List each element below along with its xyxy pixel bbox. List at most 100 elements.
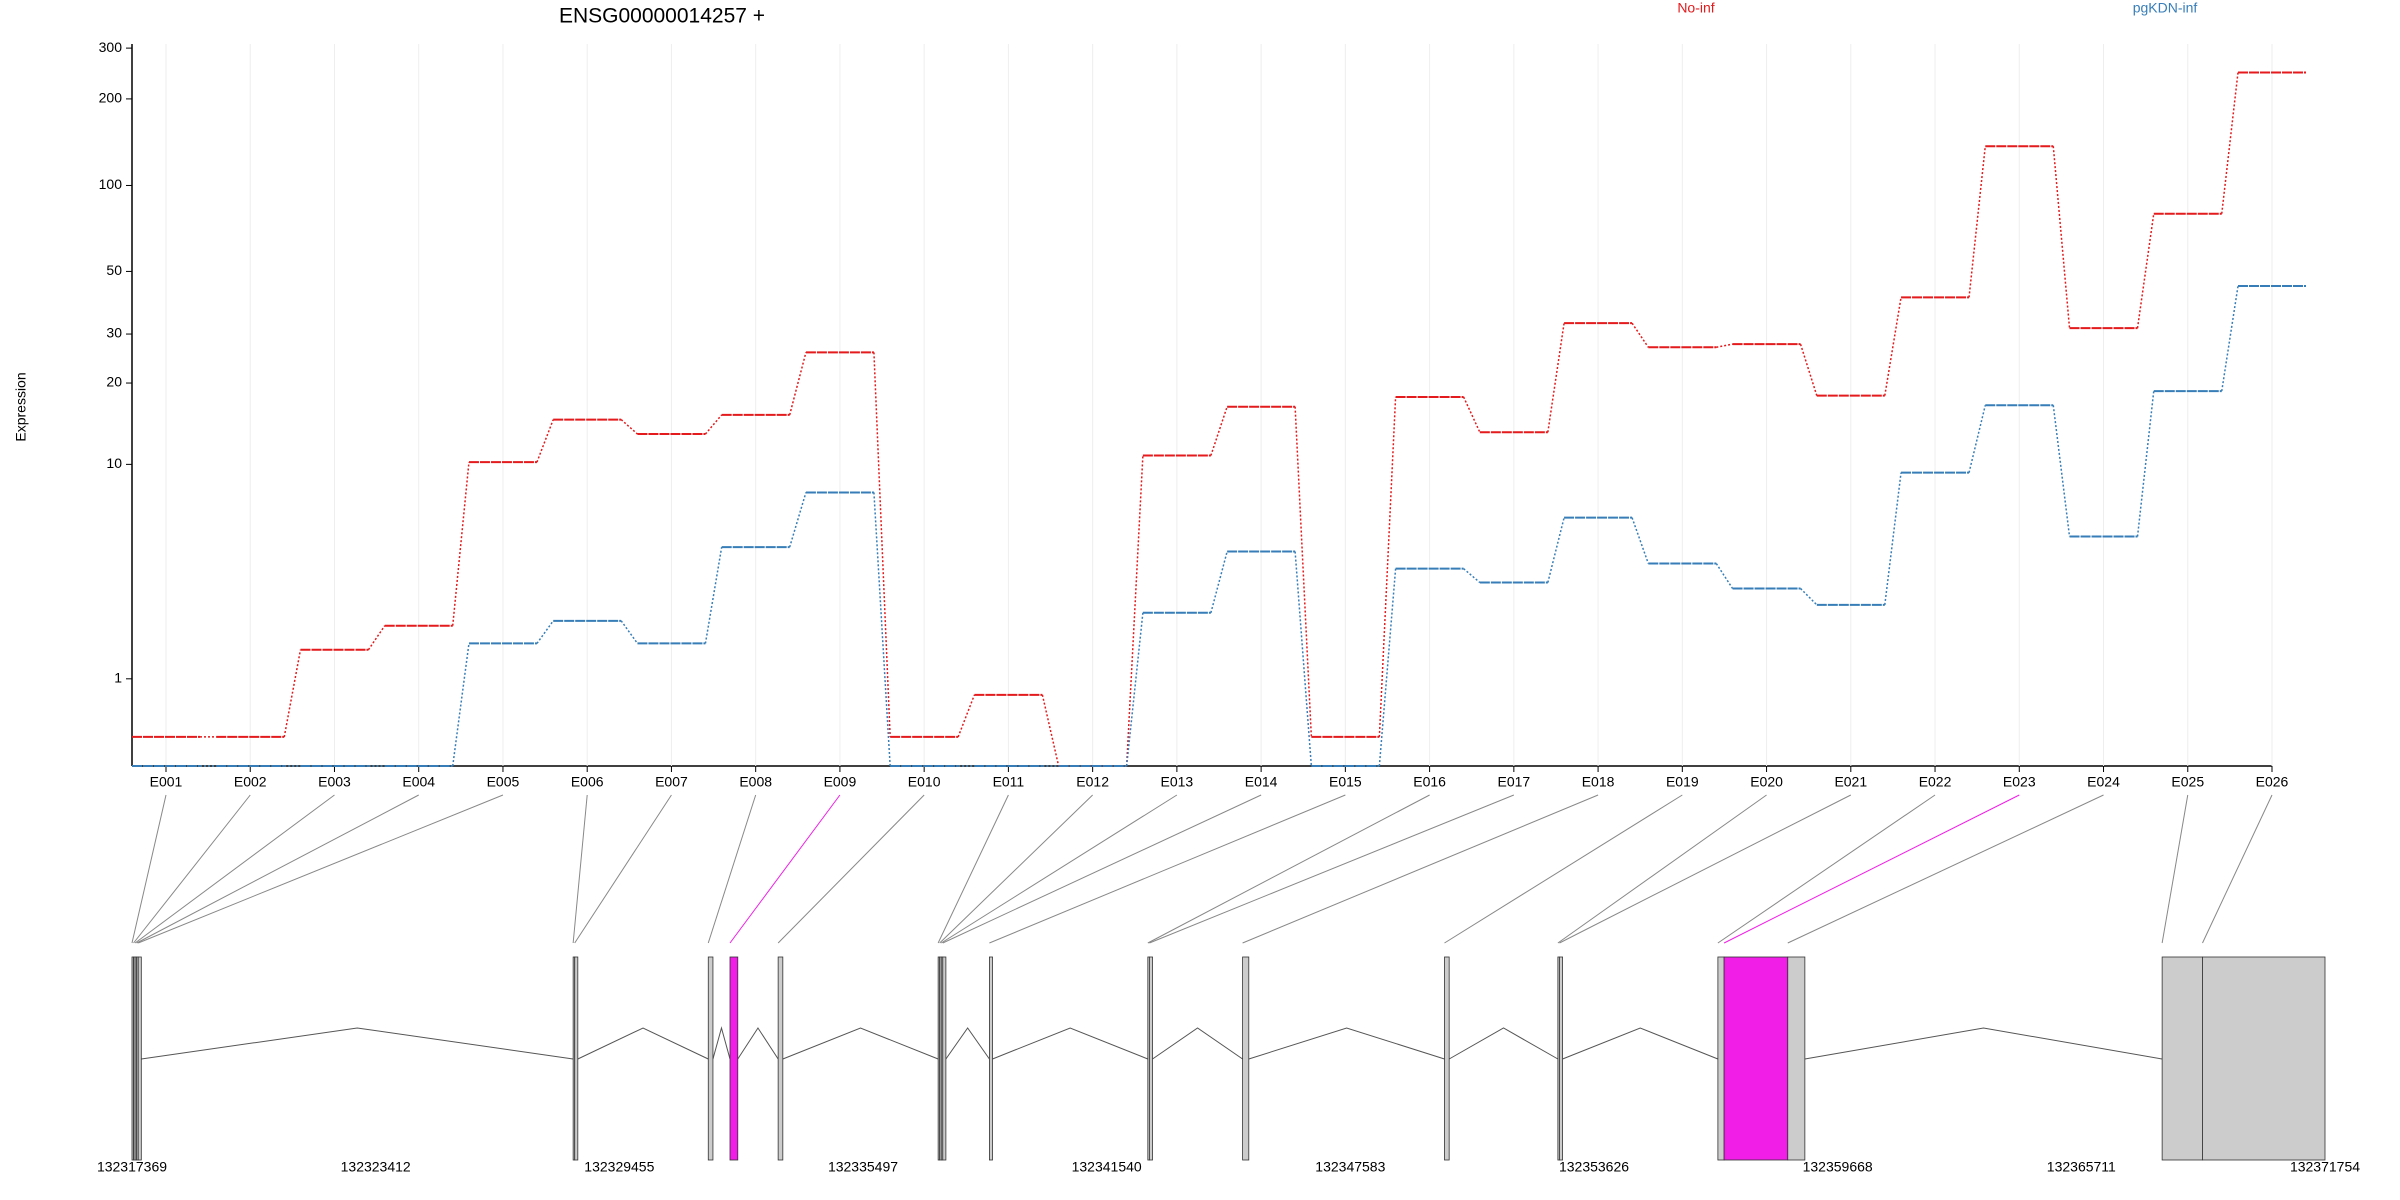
- exon: [2202, 956, 2326, 1161]
- connector: [1210, 551, 1228, 613]
- connector: [2221, 72, 2239, 214]
- exon-link: [131, 794, 167, 944]
- exon: [137, 956, 142, 1161]
- y-tick-label: 100: [99, 176, 123, 192]
- y-tick-label: 20: [106, 374, 122, 390]
- y-tick-label: 50: [106, 262, 122, 278]
- genomic-tick-label: 132371754: [2290, 1159, 2360, 1175]
- connector: [1547, 323, 1565, 433]
- connector: [1716, 343, 1733, 349]
- exon-link: [1723, 794, 2020, 944]
- connector: [1294, 406, 1313, 737]
- connector: [957, 694, 976, 738]
- exon-link: [942, 794, 1262, 944]
- legend-label: pgKDN-inf: [2133, 0, 2198, 16]
- exon: [942, 956, 947, 1161]
- connector: [2052, 146, 2071, 329]
- y-tick-label: 30: [106, 325, 122, 341]
- x-tick-label: E020: [1750, 774, 1783, 790]
- exon: [777, 956, 784, 1161]
- x-tick-label: E011: [993, 774, 1025, 790]
- genomic-tick-label: 132323412: [341, 1159, 411, 1175]
- x-tick-label: E004: [402, 774, 435, 790]
- x-tick-label: E005: [487, 774, 520, 790]
- genomic-tick-label: 132353626: [1559, 1159, 1629, 1175]
- exon: [1787, 956, 1806, 1161]
- exon-link: [134, 794, 335, 944]
- y-axis-label: Expression: [13, 372, 29, 441]
- x-tick-label: E023: [2003, 774, 2036, 790]
- exon-link: [1242, 794, 1599, 944]
- exon-link: [939, 794, 1093, 944]
- x-tick-label: E013: [1161, 774, 1194, 790]
- exon: [2161, 956, 2203, 1161]
- exon-link: [574, 794, 672, 944]
- intron: [712, 1026, 731, 1060]
- connector: [1631, 517, 1650, 564]
- intron: [782, 1027, 939, 1060]
- genomic-tick-label: 132347583: [1315, 1159, 1385, 1175]
- connector: [2136, 213, 2155, 329]
- exon-link: [133, 794, 251, 944]
- x-tick-label: E014: [1245, 774, 1278, 790]
- connector: [1799, 343, 1818, 396]
- connector: [788, 352, 807, 416]
- x-tick-label: E026: [2256, 774, 2289, 790]
- exon-link: [1147, 794, 1430, 944]
- exon-link: [989, 794, 1346, 944]
- exon-link: [940, 794, 1178, 944]
- genomic-tick-label: 132359668: [1803, 1159, 1873, 1175]
- y-tick-label: 1: [114, 670, 122, 686]
- exon-link: [1787, 794, 2104, 944]
- connector: [1800, 587, 1818, 606]
- connector: [1968, 146, 1987, 298]
- connector: [873, 492, 891, 767]
- connector: [1884, 297, 1902, 396]
- x-tick-label: E003: [318, 774, 351, 790]
- connector: [620, 419, 638, 435]
- x-tick-label: E022: [1919, 774, 1952, 790]
- x-tick-label: E012: [1076, 774, 1109, 790]
- connector: [1378, 568, 1397, 767]
- connector: [704, 546, 723, 644]
- exon-link: [136, 794, 419, 944]
- connector: [536, 419, 554, 463]
- connector: [2052, 405, 2071, 537]
- connector: [1968, 405, 1987, 473]
- x-tick-label: E010: [908, 774, 941, 790]
- y-tick-label: 10: [106, 455, 122, 471]
- genomic-tick-label: 132329455: [584, 1159, 654, 1175]
- exon: [1149, 956, 1153, 1161]
- connector: [704, 414, 723, 435]
- intron: [737, 1027, 779, 1060]
- exon: [1559, 956, 1563, 1161]
- x-tick-label: E017: [1497, 774, 1530, 790]
- exon-link: [1149, 794, 1515, 944]
- intron: [992, 1027, 1149, 1060]
- exon-link: [572, 794, 588, 944]
- connector: [1125, 612, 1144, 767]
- x-tick-label: E006: [571, 774, 604, 790]
- connector: [1463, 568, 1481, 584]
- exon-link: [2202, 794, 2273, 944]
- connector: [620, 620, 639, 644]
- connector: [2221, 285, 2239, 392]
- exon: [989, 956, 993, 1161]
- x-tick-label: E009: [824, 774, 857, 790]
- x-tick-label: E002: [234, 774, 267, 790]
- genomic-tick-label: 132335497: [828, 1159, 898, 1175]
- connector: [451, 462, 470, 626]
- exon-link: [1717, 794, 1936, 944]
- exon: [707, 956, 714, 1161]
- intron: [1562, 1027, 1719, 1060]
- exon: [574, 956, 579, 1161]
- x-tick-label: E016: [1413, 774, 1446, 790]
- connector: [1041, 694, 1060, 767]
- x-tick-label: E021: [1834, 774, 1867, 790]
- exon-link: [777, 794, 925, 944]
- y-tick-label: 200: [99, 90, 123, 106]
- x-tick-label: E019: [1666, 774, 1699, 790]
- intron: [1248, 1027, 1445, 1060]
